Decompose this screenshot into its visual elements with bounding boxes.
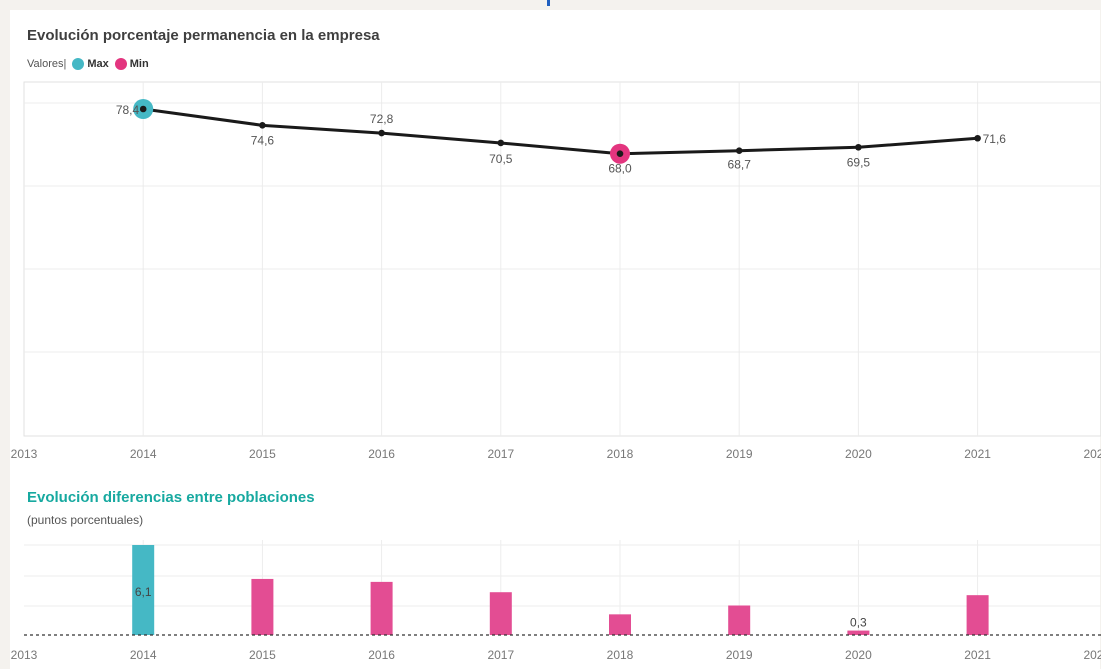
legend-min-swatch: [114, 58, 127, 70]
bar-x-tick-label: 2018: [607, 648, 634, 662]
line-x-tick-label: 2014: [130, 447, 157, 461]
bar-x-tick-label: 2013: [11, 648, 38, 662]
top-accent-bar: [547, 0, 550, 6]
legend: Valores| Max Min: [27, 58, 155, 70]
line-x-tick-label: 2020: [845, 447, 872, 461]
bar: [132, 545, 155, 635]
bar: [966, 595, 989, 635]
legend-label: Valores|: [27, 58, 67, 70]
dashboard-panel: [10, 10, 1100, 669]
line-data-label: 70,5: [489, 152, 513, 166]
line-x-tick-label: 2021: [964, 447, 991, 461]
bar: [489, 592, 512, 635]
line-x-tick-label: 2015: [249, 447, 276, 461]
legend-max-swatch: [72, 58, 85, 70]
line-data-point: [855, 143, 862, 151]
legend-item-min[interactable]: Min: [114, 58, 149, 70]
bar-x-tick-label: 2016: [368, 648, 395, 662]
line-data-point: [497, 139, 505, 147]
line-data-point: [378, 129, 385, 137]
bar-data-label: 6,1: [135, 585, 152, 599]
line-data-label: 71,6: [983, 132, 1007, 146]
line-data-point: [616, 150, 624, 158]
bar-x-tick-label: 2020: [845, 648, 872, 662]
line-data-label: 69,5: [847, 155, 871, 169]
line-data-label: 74,6: [251, 133, 275, 147]
line-data-point: [139, 105, 147, 113]
line-x-tick-label: 2013: [11, 447, 38, 461]
line-series-path: [142, 107, 978, 156]
line-data-point: [735, 147, 743, 155]
bar-chart-title: Evolución diferencias entre poblaciones: [27, 489, 315, 506]
line-data-label: 68,7: [728, 158, 752, 172]
bar: [370, 581, 393, 635]
bar: [847, 630, 870, 635]
bar-chart-subtitle: (puntos porcentuales): [27, 513, 144, 527]
line-data-point: [259, 122, 266, 129]
bar-x-tick-label: 2015: [249, 648, 276, 662]
line-x-tick-label: 2019: [726, 447, 753, 461]
bar: [609, 614, 631, 635]
bar: [251, 578, 274, 635]
line-x-tick-label: 2022: [1083, 447, 1101, 461]
bar: [728, 605, 751, 635]
bar-x-tick-label: 2021: [964, 648, 991, 662]
legend-max-label: Max: [87, 58, 109, 70]
bar-data-label: 0,3: [850, 616, 867, 630]
line-data-label: 72,8: [370, 112, 394, 126]
line-x-tick-label: 2017: [487, 447, 514, 461]
line-data-point: [974, 134, 981, 142]
line-x-tick-label: 2016: [368, 447, 395, 461]
line-data-label: 68,0: [608, 162, 632, 176]
legend-min-label: Min: [129, 58, 149, 70]
bar-x-tick-label: 2019: [726, 648, 753, 662]
bar-x-tick-label: 2022: [1083, 648, 1101, 662]
line-data-label: 78,4: [116, 103, 140, 117]
bar-x-tick-label: 2017: [487, 648, 514, 662]
legend-item-max[interactable]: Max: [72, 58, 109, 70]
bar-x-tick-label: 2014: [130, 648, 157, 662]
line-plot-frame: [23, 81, 1101, 437]
line-x-tick-label: 2018: [607, 447, 634, 461]
line-chart-title: Evolución porcentaje permanencia en la e…: [27, 27, 380, 44]
